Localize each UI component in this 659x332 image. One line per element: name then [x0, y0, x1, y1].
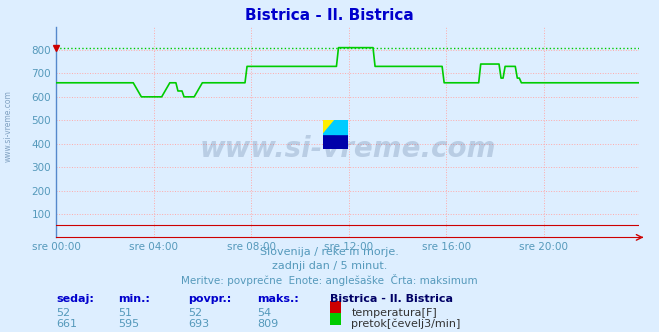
Text: 54: 54 — [257, 308, 271, 318]
Text: 809: 809 — [257, 319, 278, 329]
Text: Bistrica - Il. Bistrica: Bistrica - Il. Bistrica — [245, 8, 414, 23]
Text: temperatura[F]: temperatura[F] — [351, 308, 437, 318]
Polygon shape — [323, 120, 335, 134]
Text: Meritve: povprečne  Enote: anglešaške  Črta: maksimum: Meritve: povprečne Enote: anglešaške Črt… — [181, 274, 478, 286]
Text: www.si-vreme.com: www.si-vreme.com — [200, 135, 496, 163]
Text: 51: 51 — [119, 308, 132, 318]
Text: Bistrica - Il. Bistrica: Bistrica - Il. Bistrica — [330, 294, 453, 304]
Text: zadnji dan / 5 minut.: zadnji dan / 5 minut. — [272, 261, 387, 271]
Bar — [323, 134, 348, 149]
Text: 52: 52 — [56, 308, 70, 318]
Text: 52: 52 — [188, 308, 202, 318]
Text: 693: 693 — [188, 319, 209, 329]
Text: 595: 595 — [119, 319, 140, 329]
Text: min.:: min.: — [119, 294, 150, 304]
Polygon shape — [323, 120, 335, 134]
Text: www.si-vreme.com: www.si-vreme.com — [4, 90, 13, 162]
Polygon shape — [335, 120, 348, 134]
Text: 661: 661 — [56, 319, 77, 329]
Text: pretok[čevelj3/min]: pretok[čevelj3/min] — [351, 319, 461, 329]
Text: Slovenija / reke in morje.: Slovenija / reke in morje. — [260, 247, 399, 257]
Text: povpr.:: povpr.: — [188, 294, 231, 304]
Text: sedaj:: sedaj: — [56, 294, 94, 304]
Text: maks.:: maks.: — [257, 294, 299, 304]
